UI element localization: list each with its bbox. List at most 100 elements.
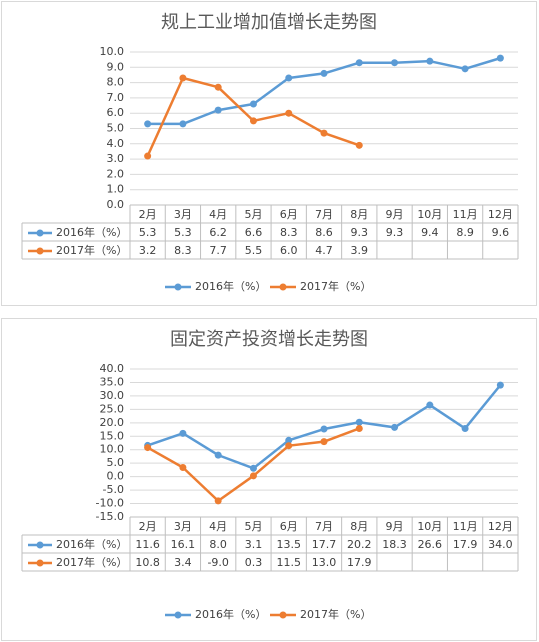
data-point (426, 57, 434, 65)
data-point (179, 120, 187, 128)
table-cell: 9.6 (492, 226, 510, 239)
y-tick-label: 30.0 (100, 389, 125, 402)
data-point (179, 74, 187, 82)
y-tick-label: 0.0 (107, 470, 125, 483)
data-point (285, 109, 293, 117)
chart-frame (1, 1, 537, 306)
table-cell: 17.9 (347, 556, 372, 569)
data-point (355, 424, 363, 432)
y-tick-label: 6.0 (107, 106, 125, 119)
table-cell: 5.3 (139, 226, 157, 239)
x-tick-label: 10月 (417, 208, 442, 221)
table-row-header: 2017年（%） (56, 555, 127, 569)
x-tick-label: 12月 (488, 520, 513, 533)
data-point (179, 429, 187, 437)
x-tick-label: 3月 (174, 208, 192, 221)
table-cell: 13.5 (276, 538, 301, 551)
data-point (214, 83, 222, 91)
x-tick-label: 2月 (139, 520, 157, 533)
x-tick-label: 8月 (350, 208, 368, 221)
table-cell: 17.7 (312, 538, 337, 551)
table-cell: 20.2 (347, 538, 372, 551)
data-point (320, 129, 328, 137)
data-point (320, 69, 328, 77)
legend-marker (279, 611, 287, 619)
x-tick-label: 5月 (244, 208, 262, 221)
legend-label: 2016年（%） (195, 279, 266, 293)
legend-marker (174, 611, 182, 619)
table-cell: 5.5 (245, 244, 263, 257)
data-point (144, 120, 152, 128)
table-cell: 4.7 (315, 244, 333, 257)
chart-title: 固定资产投资增长走势图 (170, 329, 368, 350)
table-row-header: 2016年（%） (56, 537, 127, 551)
series-line (147, 56, 501, 126)
y-tick-label: 15.0 (100, 429, 125, 442)
x-tick-label: 8月 (350, 520, 368, 533)
table-cell: 3.2 (139, 244, 157, 257)
table-cell: 13.0 (312, 556, 337, 569)
table-cell: 7.7 (209, 244, 227, 257)
data-point (144, 152, 152, 160)
table-cell: 17.9 (453, 538, 478, 551)
data-point (496, 54, 504, 62)
data-point (391, 59, 399, 67)
data-point (496, 381, 504, 389)
table-cell: 18.3 (382, 538, 407, 551)
y-tick-label: 1.0 (107, 183, 125, 196)
table-cell: 8.3 (280, 226, 298, 239)
table-cell: 10.8 (135, 556, 160, 569)
table-cell: 5.3 (174, 226, 192, 239)
chart-frame (1, 318, 537, 641)
x-tick-label: 3月 (174, 520, 192, 533)
x-tick-label: 11月 (453, 208, 478, 221)
y-tick-label: -5.0 (103, 483, 124, 496)
data-point (285, 442, 293, 450)
data-point (249, 472, 257, 480)
y-tick-label: 5.0 (107, 122, 125, 135)
legend-label: 2017年（%） (300, 279, 371, 293)
data-point (249, 464, 257, 472)
table-cell: 11.6 (135, 538, 160, 551)
data-point (285, 436, 293, 444)
y-tick-label: 25.0 (100, 402, 125, 415)
table-row-header: 2017年（%） (56, 243, 127, 257)
data-point (249, 117, 257, 125)
x-tick-label: 9月 (386, 208, 404, 221)
data-point (391, 423, 399, 431)
x-tick-label: 7月 (315, 520, 333, 533)
x-tick-label: 5月 (244, 520, 262, 533)
data-point (320, 425, 328, 433)
y-tick-label: 20.0 (100, 416, 125, 429)
table-cell: 9.4 (421, 226, 439, 239)
table-legend-marker (36, 559, 44, 567)
chart-title: 规上工业增加值增长走势图 (161, 12, 377, 33)
table-row-header: 2016年（%） (56, 225, 127, 239)
y-tick-label: -15.0 (96, 510, 124, 523)
table-cell: 8.6 (315, 226, 333, 239)
table-cell: 11.5 (276, 556, 301, 569)
y-tick-label: 10.0 (100, 443, 125, 456)
table-legend-marker (36, 247, 44, 255)
table-cell: 16.1 (171, 538, 196, 551)
table-cell: 9.3 (351, 226, 369, 239)
table-legend-marker (36, 229, 44, 237)
table-legend-marker (36, 541, 44, 549)
series-line (146, 76, 360, 157)
y-tick-label: 10.0 (100, 45, 125, 58)
x-tick-label: 7月 (315, 208, 333, 221)
x-tick-label: 6月 (280, 208, 298, 221)
data-point (214, 106, 222, 114)
legend-label: 2017年（%） (300, 607, 371, 621)
x-tick-label: 12月 (488, 208, 513, 221)
table-cell: 6.6 (245, 226, 263, 239)
data-point (461, 65, 469, 73)
x-tick-label: 6月 (280, 520, 298, 533)
y-tick-label: 9.0 (107, 60, 125, 73)
x-tick-label: 4月 (209, 520, 227, 533)
y-tick-label: 5.0 (107, 456, 125, 469)
legend-label: 2016年（%） (195, 607, 266, 621)
table-cell: 9.3 (386, 226, 404, 239)
data-point (214, 497, 222, 505)
data-point (355, 141, 363, 149)
